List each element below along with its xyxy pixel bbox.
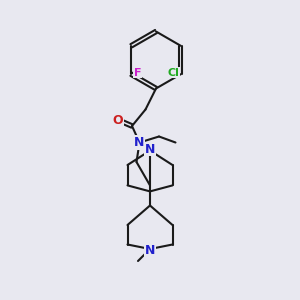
Text: N: N: [145, 142, 155, 156]
Text: N: N: [145, 244, 155, 257]
Text: F: F: [134, 68, 141, 78]
Text: O: O: [112, 113, 123, 127]
Text: N: N: [134, 136, 145, 149]
Text: Cl: Cl: [167, 68, 179, 78]
